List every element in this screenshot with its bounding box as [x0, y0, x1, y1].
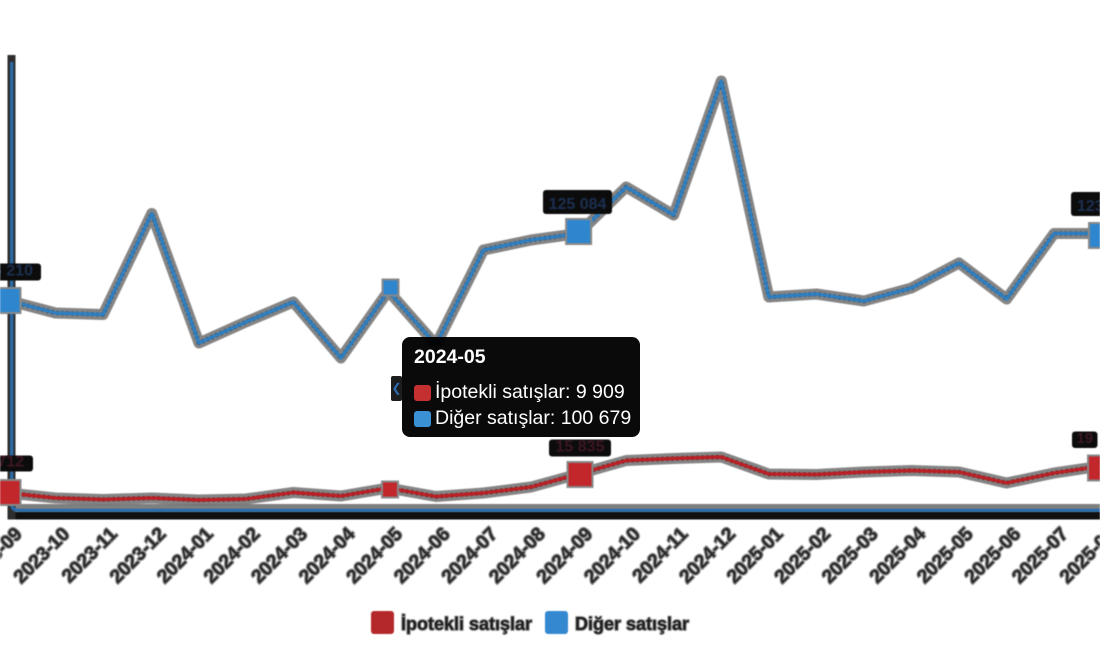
svg-text:123 0: 123 0	[1077, 198, 1100, 215]
svg-text:Diğer satışlar: Diğer satışlar	[575, 614, 689, 634]
svg-text:15 835: 15 835	[556, 439, 605, 456]
svg-text:125 084: 125 084	[549, 196, 607, 213]
svg-text:7 712: 7 712	[0, 454, 24, 471]
svg-text:İpotekli satışlar: İpotekli satışlar	[401, 614, 532, 634]
svg-text:96 210: 96 210	[0, 263, 33, 280]
svg-text:19: 19	[1076, 430, 1093, 447]
